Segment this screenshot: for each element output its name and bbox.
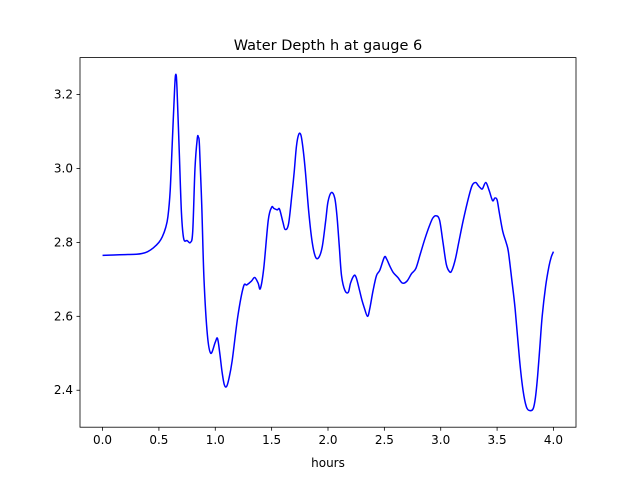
x-tick-label: 3.0	[431, 433, 450, 447]
x-tick-label: 0.5	[149, 433, 168, 447]
y-tick-label: 2.8	[54, 235, 73, 249]
x-tick-label: 0.0	[93, 433, 112, 447]
series-line	[102, 73, 555, 412]
x-tick-label: 2.5	[375, 433, 394, 447]
x-tick-label: 3.5	[488, 433, 507, 447]
chart-title: Water Depth h at gauge 6	[234, 38, 422, 54]
y-axis: 2.4 2.6 2.8 3.0 3.2	[54, 88, 80, 397]
y-tick-label: 3.2	[54, 88, 73, 102]
x-tick-label: 4.0	[544, 433, 563, 447]
x-tick-label: 2.0	[318, 433, 337, 447]
x-tick-label: 1.0	[206, 433, 225, 447]
x-axis-label: hours	[311, 456, 345, 470]
y-tick-label: 3.0	[54, 161, 73, 175]
y-tick-label: 2.4	[54, 383, 73, 397]
x-tick-label: 1.5	[262, 433, 281, 447]
x-axis: 0.0 0.5 1.0 1.5 2.0 2.5 3.0 3.5 4.0	[93, 427, 563, 447]
y-tick-label: 2.6	[54, 309, 73, 323]
